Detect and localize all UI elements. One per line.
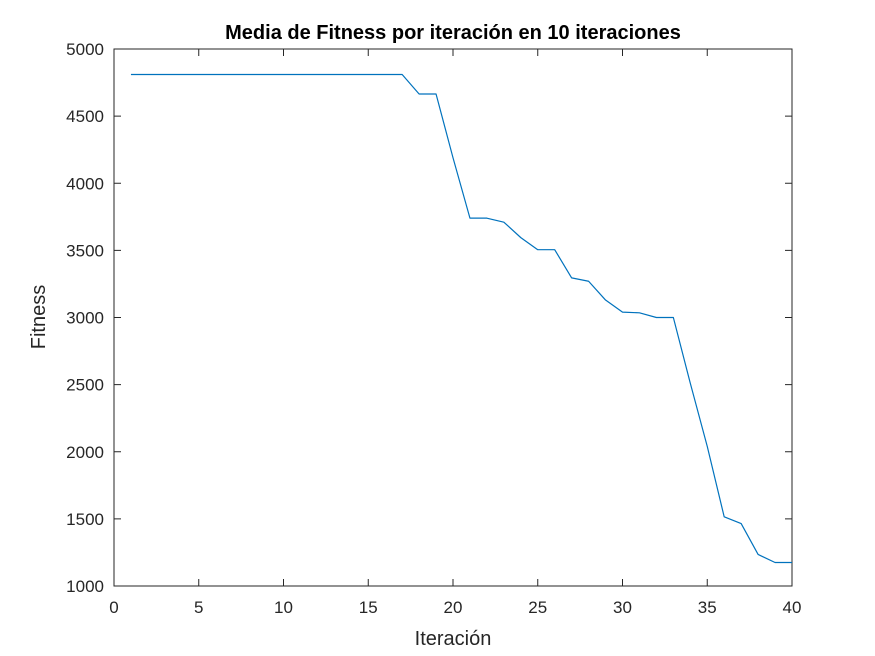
data-point <box>215 74 216 75</box>
data-point <box>334 74 335 75</box>
y-tick-label: 1000 <box>66 577 104 596</box>
y-tick-label: 4500 <box>66 107 104 126</box>
data-point <box>690 383 691 384</box>
data-point <box>486 218 487 219</box>
data-point <box>656 317 657 318</box>
y-axis-label: Fitness <box>28 285 50 349</box>
data-point <box>198 74 199 75</box>
data-point <box>537 249 538 250</box>
data-point <box>181 74 182 75</box>
data-point <box>605 299 606 300</box>
data-point <box>317 74 318 75</box>
x-tick-label: 5 <box>194 598 203 617</box>
data-point <box>758 554 759 555</box>
data-point <box>164 74 165 75</box>
data-point <box>283 74 284 75</box>
data-point <box>368 74 369 75</box>
data-point <box>266 74 267 75</box>
x-tick-label: 30 <box>613 598 632 617</box>
data-point <box>452 157 453 158</box>
data-point <box>639 312 640 313</box>
data-point <box>554 249 555 250</box>
series-line <box>130 73 792 564</box>
y-tick-label: 3000 <box>66 309 104 328</box>
x-tick-label: 0 <box>109 598 118 617</box>
data-point <box>232 74 233 75</box>
data-point <box>385 74 386 75</box>
axes-box <box>113 48 793 587</box>
data-point <box>571 277 572 278</box>
data-point <box>419 93 420 94</box>
y-tick-label: 3500 <box>66 241 104 260</box>
data-point <box>147 74 148 75</box>
data-point <box>707 446 708 447</box>
data-point <box>791 562 792 563</box>
data-point <box>741 523 742 524</box>
series-layer <box>130 73 792 564</box>
data-point <box>724 516 725 517</box>
data-point <box>300 74 301 75</box>
x-tick-label: 15 <box>359 598 378 617</box>
data-point <box>435 93 436 94</box>
data-point <box>622 312 623 313</box>
data-point <box>130 74 131 75</box>
y-tick-label: 2500 <box>66 376 104 395</box>
x-tick-label: 10 <box>274 598 293 617</box>
y-tick-label: 4000 <box>66 174 104 193</box>
y-tick-label: 2000 <box>66 443 104 462</box>
x-axis-ticks: 0 5 10 15 20 25 30 35 40 <box>109 49 801 617</box>
x-tick-label: 40 <box>783 598 802 617</box>
y-axis-ticks: 1000 1500 2000 2500 3000 3500 4000 4500 5000 <box>66 40 792 596</box>
x-tick-label: 25 <box>528 598 547 617</box>
data-point <box>673 317 674 318</box>
data-point <box>249 74 250 75</box>
data-point <box>520 237 521 238</box>
x-axis-label: Iteración <box>415 628 492 650</box>
data-point <box>503 222 504 223</box>
data-point <box>351 74 352 75</box>
plot-area: 0 5 10 15 20 25 30 35 40 1000 1500 2000 2500 3000 350… <box>66 40 801 617</box>
data-point <box>469 218 470 219</box>
y-tick-label: 5000 <box>66 40 104 59</box>
data-point <box>774 562 775 563</box>
data-point <box>588 281 589 282</box>
data-point <box>402 74 403 75</box>
x-tick-label: 20 <box>444 598 463 617</box>
chart-title: Media de Fitness por iteración en 10 ite… <box>225 22 681 44</box>
x-tick-label: 35 <box>698 598 717 617</box>
y-tick-label: 1500 <box>66 510 104 529</box>
